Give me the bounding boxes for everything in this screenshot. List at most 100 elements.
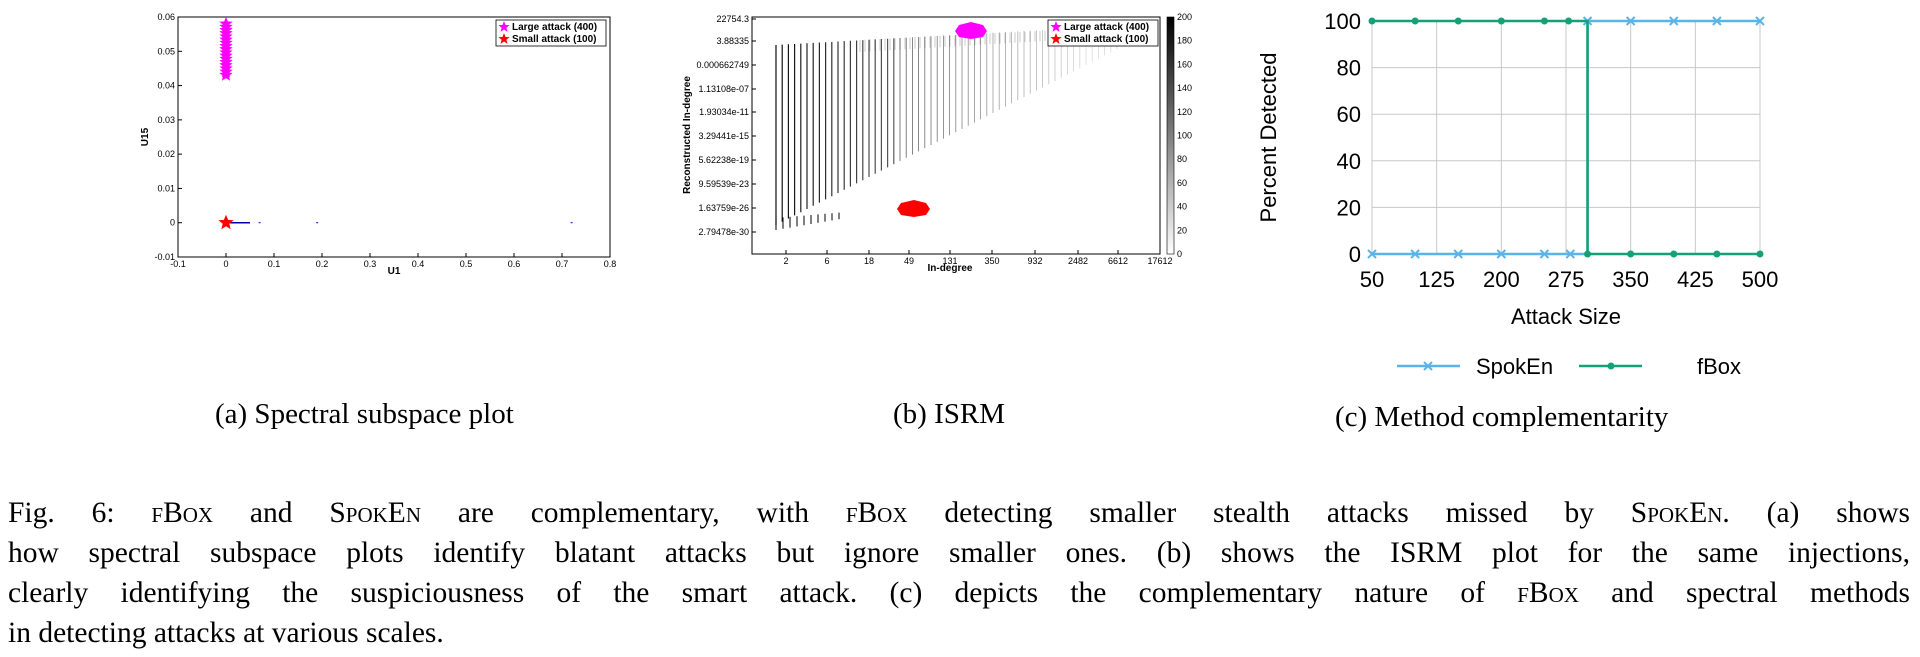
x-tick-label: 6612 [1108,256,1128,266]
y-tick-label: 0.000662749 [696,60,749,70]
y-tick-label: 1.93034e-11 [699,107,749,117]
legend-star-large [1050,21,1062,32]
caption-line-2: how spectral subspace plots identify bla… [8,537,1910,569]
colorbar-tick-label: 120 [1177,107,1192,117]
x-tick-label: 18 [864,256,874,266]
x-tick-label: 200 [1483,267,1520,292]
colorbar-tick-label: 160 [1177,59,1192,69]
figure-caption: Fig. 6: fBox and SpokEn are complementar… [8,493,1910,653]
x-tick-label: 350 [1612,267,1649,292]
legend-label-large: Large attack (400) [1064,22,1149,33]
spoken-name: SpokEn [1630,497,1723,529]
colorbar-tick-label: 0 [1177,249,1182,259]
x-tick-label: 0 [223,259,228,269]
x-tick-label: 6 [824,256,829,266]
background-point [258,222,261,224]
fbox-marker [1627,250,1635,258]
fbox-line [1372,19,1760,256]
x-tick-label: 0.6 [508,259,521,269]
y-tick-label: 3.88335 [716,36,749,46]
y-tick-label: 0.01 [157,183,175,193]
x-tick-label: 275 [1548,267,1585,292]
method-complementarity-chart: 50 125 200 275 350 425 500 0 20 40 60 80 100 Attack S… [1256,9,1778,379]
colorbar-tick-label: 200 [1177,12,1192,22]
fbox-name: fBox [1517,577,1579,609]
subcaption-a: (a) Spectral subspace plot [215,398,514,430]
colorbar-tick-label: 40 [1177,202,1187,212]
background-point [229,222,232,224]
legend-label-small: Small attack (100) [512,34,597,45]
legend-box [1047,19,1159,47]
fbox-marker [1497,17,1505,25]
y-tick-label: 0.04 [157,81,175,91]
large-attack-cluster [955,22,987,39]
x-tick-label: 350 [984,256,999,266]
y-tick-label: 22754.3 [716,14,749,24]
caption-line-3: clearly identifying the suspiciousness o… [8,577,1910,609]
x-tick-label: 49 [904,256,914,266]
x-axis-label: U1 [388,266,401,277]
y-tick-label: 0 [170,218,175,228]
x-tick-label: 17612 [1147,256,1172,266]
background-point [570,222,573,224]
spoken-marker [1539,249,1550,259]
legend-box [495,19,607,47]
x-tick-label: 0.1 [268,259,281,269]
y-tick-label: 1.13108e-07 [698,84,749,94]
y-tick-label: 0.06 [157,12,175,22]
x-tick-label: 50 [1360,267,1384,292]
x-axis-label: In-degree [927,263,972,274]
legend-star-large [498,21,510,32]
y-tick-label: 80 [1337,56,1361,81]
fbox-marker [1756,250,1764,258]
fbox-marker [1411,17,1419,25]
legend-marker-spoken [1423,361,1433,371]
x-tick-label: 0.3 [364,259,377,269]
spoken-marker [1410,249,1420,259]
x-tick-label: 0.8 [604,259,617,269]
spoken-marker [1453,249,1463,259]
colorbar-tick-label: 180 [1177,36,1192,46]
density-columns [775,24,1143,230]
x-tick-label: 0.4 [412,259,425,269]
fbox-name: fBox [151,497,214,529]
spectral-subspace-chart: -0.1 0 0.1 0.2 0.3 0.4 0.5 0.6 0.7 0.8 -0.01 0 0.01 0… [140,12,617,277]
x-tick-label: 425 [1677,267,1714,292]
caption-line-1: Fig. 6: fBox and SpokEn are complementar… [8,497,1910,529]
legend-label-small: Small attack (100) [1064,34,1149,45]
x-tick-label: 932 [1027,256,1042,266]
x-tick-label: -0.1 [170,259,186,269]
isrm-chart: 2 6 18 49 131 350 932 2482 6612 17612 22754.3 3.883… [682,12,1192,274]
y-tick-label: 2.79478e-30 [698,227,749,237]
y-tick-label: 1.63759e-26 [698,203,749,213]
small-attack-point [218,214,234,230]
background-point [244,222,247,224]
y-tick-label: 9.59539e-23 [698,179,749,189]
y-tick-label: 20 [1337,195,1361,220]
colorbar-tick-label: 140 [1177,83,1192,93]
small-attack-cluster [897,200,930,217]
colorbar-tick-label: 60 [1177,178,1187,188]
x-tick-label: 125 [1418,267,1455,292]
x-tick-label: 2482 [1068,256,1088,266]
large-attack-point [219,68,233,81]
y-axis-label: Reconstructed In-degree [682,76,693,194]
y-tick-label: 0.03 [157,115,175,125]
spoken-marker [1367,249,1377,259]
y-axis-label: Percent Detected [1256,53,1281,223]
spoken-marker [1669,16,1679,26]
y-tick-label: -0.01 [154,252,175,262]
spoken-line [1372,19,1760,256]
y-tick-label: 0 [1349,242,1361,267]
fbox-marker [1670,250,1678,258]
panel-c: 50 125 200 275 350 425 500 0 20 40 60 80 100 Attack S… [1240,0,1920,390]
y-tick-label: 0.02 [157,149,175,159]
spoken-marker [1565,249,1576,259]
spoken-marker [1755,16,1765,26]
y-tick-label: 100 [1324,9,1361,34]
grid [1371,20,1761,255]
legend-star-small [1050,33,1062,44]
legend-marker-fbox [1607,362,1615,370]
x-tick-label: 0.2 [316,259,329,269]
legend-label-fbox: fBox [1697,354,1741,379]
